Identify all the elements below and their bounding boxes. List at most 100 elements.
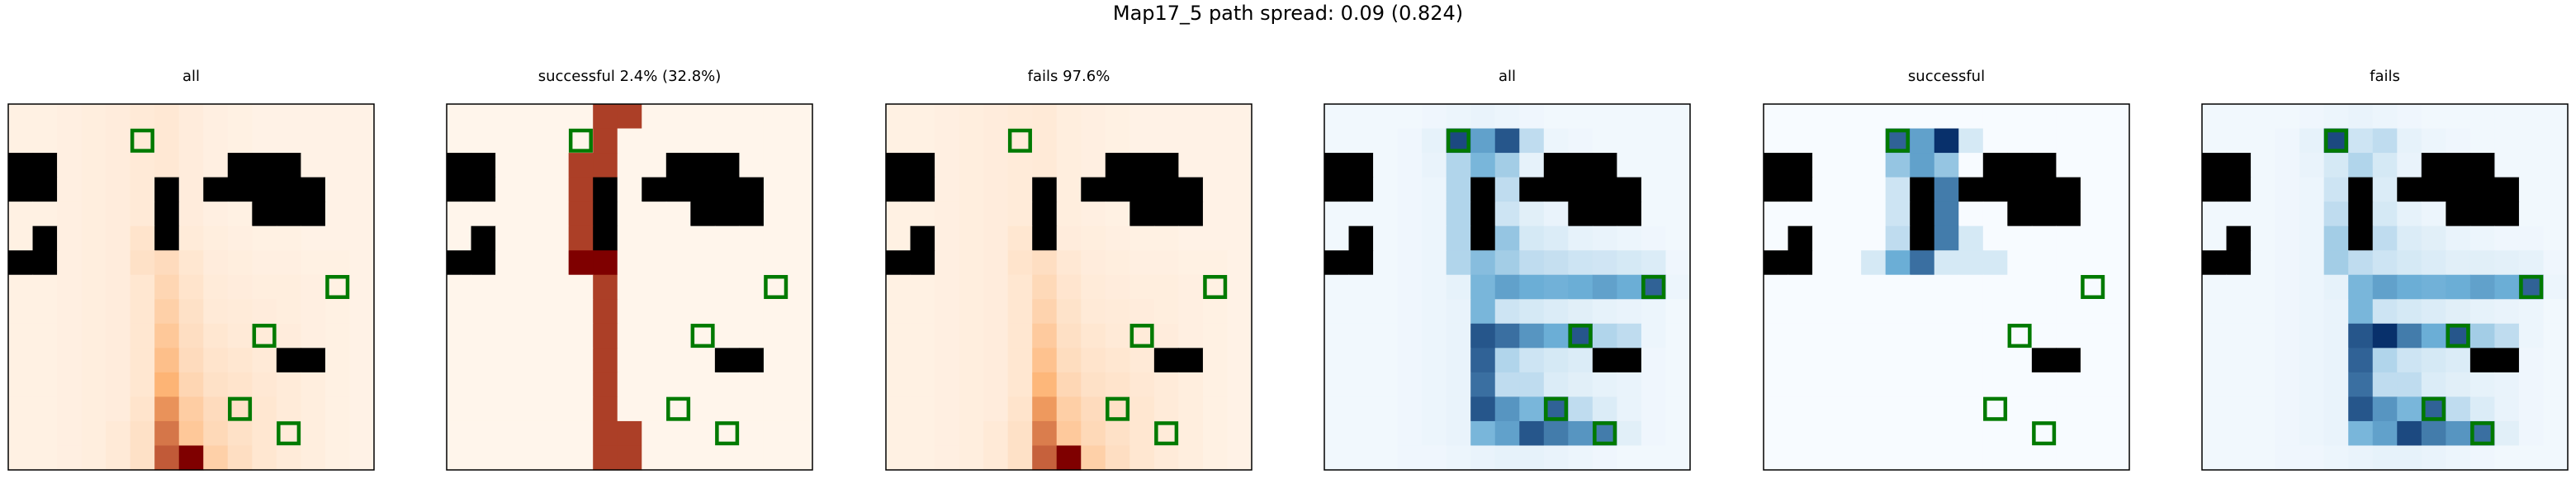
wall-cell — [1543, 177, 1569, 202]
heat-cell — [471, 299, 496, 325]
heat-cell — [1397, 202, 1423, 227]
heat-cell — [1373, 104, 1399, 130]
heat-cell — [2202, 445, 2228, 471]
heat-cell — [1861, 445, 1887, 471]
heat-cell — [1422, 396, 1447, 422]
heat-cell — [2494, 396, 2520, 422]
heat-cell — [1982, 202, 2008, 227]
heat-cell — [81, 250, 107, 276]
heat-cell — [2251, 372, 2276, 397]
heat-cell — [2299, 250, 2325, 276]
heat-cell — [1617, 420, 1642, 447]
heat-cell — [593, 445, 618, 471]
heat-cell — [1885, 299, 1911, 325]
heat-cell — [57, 396, 83, 422]
heat-cell — [2469, 445, 2495, 471]
heat-cell — [471, 323, 496, 349]
heat-cell — [1665, 104, 1691, 130]
heat-cell — [2007, 445, 2033, 471]
heat-cell — [983, 274, 1009, 300]
heat-cell — [2518, 420, 2545, 447]
heat-cell — [1617, 153, 1642, 178]
heat-cell — [57, 128, 83, 154]
heat-cell — [252, 274, 277, 300]
heat-cell — [178, 153, 204, 178]
heatmap-panel-5: successful — [1763, 68, 2130, 471]
heat-cell — [227, 274, 253, 300]
heat-cell — [227, 104, 253, 130]
heat-cell — [106, 323, 131, 349]
heat-cell — [2080, 396, 2106, 422]
heat-cell — [495, 420, 521, 447]
heat-cell — [106, 445, 131, 471]
heat-cell — [2397, 104, 2422, 130]
heat-cell — [1081, 396, 1106, 422]
heat-cell — [1788, 445, 1813, 471]
heat-cell — [1227, 250, 1252, 276]
heat-cell — [1397, 396, 1423, 422]
heat-cell — [1202, 202, 1229, 227]
heat-cell — [935, 177, 960, 202]
heat-cell — [1910, 372, 1935, 397]
heat-cell — [642, 104, 667, 130]
heat-cell — [1373, 177, 1399, 202]
wall-cell — [1519, 177, 1545, 202]
heat-cell — [2469, 372, 2495, 397]
heat-cell — [1617, 372, 1642, 397]
heat-cell — [886, 274, 912, 300]
heat-cell — [2080, 348, 2106, 373]
heat-cell — [1861, 104, 1887, 130]
heat-cell — [788, 250, 813, 276]
heat-cell — [2202, 202, 2228, 227]
heat-cell — [1885, 323, 1911, 349]
wall-cell — [2348, 202, 2374, 227]
heat-cell — [1885, 274, 1911, 300]
heat-cell — [714, 445, 740, 471]
heat-cell — [1617, 299, 1642, 325]
heat-cell — [1812, 348, 1838, 373]
heat-cell — [617, 153, 642, 178]
heat-cell — [2518, 299, 2545, 325]
heat-cell — [2494, 225, 2520, 251]
heat-cell — [593, 274, 618, 300]
heat-cell — [1032, 250, 1058, 276]
panel-title: all — [182, 68, 200, 85]
goal-marker — [1129, 324, 1154, 349]
heat-cell — [1519, 104, 1545, 130]
heat-cell — [81, 372, 107, 397]
wall-cell — [1764, 177, 1789, 202]
heat-cell — [959, 299, 984, 325]
heat-cell — [568, 372, 594, 397]
heat-cell — [2469, 225, 2495, 251]
heat-cell — [519, 420, 545, 447]
heat-cell — [1788, 274, 1813, 300]
heat-cell — [2202, 299, 2228, 325]
heat-cell — [1422, 177, 1447, 202]
heat-cell — [349, 396, 375, 422]
heat-cell — [1202, 396, 1229, 422]
heat-cell — [1056, 323, 1082, 349]
heat-cell — [642, 348, 667, 373]
heat-cell — [1007, 299, 1033, 325]
heat-cell — [1641, 323, 1667, 349]
heat-cell — [1470, 396, 1496, 422]
heat-cell — [252, 225, 277, 251]
heat-cell — [106, 128, 131, 154]
heat-cell — [2323, 177, 2349, 202]
heat-cell — [1373, 250, 1399, 276]
heat-cell — [2251, 177, 2276, 202]
wall-cell — [1617, 177, 1642, 202]
heat-cell — [2372, 420, 2398, 447]
heat-cell — [154, 274, 180, 300]
heat-cell — [2007, 225, 2033, 251]
heat-cell — [1958, 299, 1984, 325]
heat-cell — [1397, 274, 1423, 300]
heat-cell — [1373, 274, 1399, 300]
heat-cell — [1324, 225, 1350, 251]
heat-cell — [276, 250, 301, 276]
heat-cell — [2080, 250, 2106, 276]
heat-cell — [130, 225, 155, 251]
heat-cell — [690, 299, 716, 325]
heat-cell — [2251, 348, 2276, 373]
wall-cell — [1470, 202, 1496, 227]
